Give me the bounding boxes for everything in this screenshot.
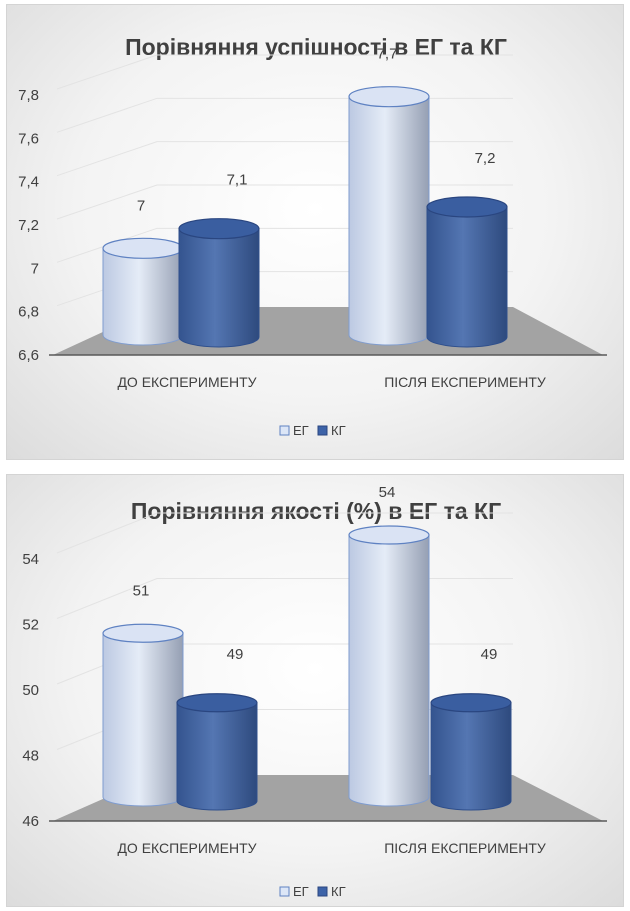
bar-eg-before bbox=[102, 237, 184, 346]
category-label: ДО ЕКСПЕРИМЕНТУ bbox=[117, 840, 256, 856]
cylinder-body bbox=[430, 702, 512, 811]
cylinder-top bbox=[348, 525, 430, 545]
bar-kg-before bbox=[176, 693, 258, 811]
chart-quality-svg: Порівняння якості (%) в ЕГ та КГ 46 48 50 52… bbox=[22, 484, 607, 899]
chart-success-svg: Порівняння успішності в ЕГ та КГ 6,6 6,8 7 7… bbox=[18, 34, 607, 438]
gridline bbox=[56, 97, 513, 133]
bar-kg-after bbox=[430, 693, 512, 811]
y-tick-label: 7 bbox=[31, 260, 39, 277]
y-tick-label: 6,6 bbox=[18, 347, 39, 364]
data-label: 7,2 bbox=[475, 150, 496, 167]
chart-panel-success: Порівняння успішності в ЕГ та КГ 6,6 6,8 7 7… bbox=[6, 4, 624, 460]
legend-label: ЕГ bbox=[293, 884, 309, 899]
cylinder-top bbox=[176, 693, 258, 713]
chart-title: Порівняння успішності в ЕГ та КГ bbox=[125, 34, 507, 60]
y-tick-label: 6,8 bbox=[18, 304, 39, 321]
cylinder-top bbox=[102, 623, 184, 643]
data-label: 51 bbox=[133, 582, 150, 599]
y-tick-label: 54 bbox=[22, 551, 39, 568]
data-label: 7 bbox=[137, 197, 145, 214]
y-tick-label: 52 bbox=[22, 617, 39, 634]
y-tick-label: 46 bbox=[22, 813, 39, 830]
data-label: 49 bbox=[481, 646, 498, 663]
y-tick-label: 7,4 bbox=[18, 174, 39, 191]
gridline bbox=[56, 578, 513, 619]
cylinder-body bbox=[348, 96, 430, 346]
category-label: ПІСЛЯ ЕКСПЕРИМЕНТУ bbox=[384, 374, 546, 390]
category-label: ДО ЕКСПЕРИМЕНТУ bbox=[117, 374, 256, 390]
legend: ЕГ КГ bbox=[279, 884, 346, 899]
cylinder-body bbox=[102, 632, 184, 807]
legend-label: ЕГ bbox=[293, 423, 309, 438]
bar-kg-before bbox=[178, 218, 260, 348]
cylinder-body bbox=[176, 702, 258, 811]
chart-panel-quality: Порівняння якості (%) в ЕГ та КГ 46 48 50 52… bbox=[6, 474, 624, 907]
data-label: 54 bbox=[379, 484, 396, 501]
cylinder-body bbox=[178, 228, 260, 348]
bar-eg-before bbox=[102, 623, 184, 807]
cylinder-top bbox=[430, 693, 512, 713]
legend-label: КГ bbox=[331, 423, 346, 438]
legend-swatch bbox=[317, 886, 328, 897]
cylinder-top bbox=[102, 237, 184, 259]
y-tick-label: 50 bbox=[22, 682, 39, 699]
y-tick-label: 7,2 bbox=[18, 217, 39, 234]
y-tick-label: 48 bbox=[22, 748, 39, 765]
legend-swatch bbox=[279, 425, 290, 436]
legend-swatch bbox=[279, 886, 290, 897]
cylinder-top bbox=[426, 196, 508, 218]
legend-swatch bbox=[317, 425, 328, 436]
cylinder-body bbox=[102, 247, 184, 346]
data-label: 49 bbox=[227, 646, 244, 663]
bar-kg-after bbox=[426, 196, 508, 348]
cylinder-body bbox=[348, 534, 430, 807]
gridline bbox=[56, 54, 513, 90]
y-tick-label: 7,6 bbox=[18, 130, 39, 147]
data-label: 7,1 bbox=[227, 172, 248, 189]
data-label: 7,7 bbox=[377, 46, 398, 63]
cylinder-body bbox=[426, 206, 508, 348]
legend: ЕГ КГ bbox=[279, 423, 346, 438]
cylinder-top bbox=[178, 218, 260, 240]
bar-eg-after bbox=[348, 525, 430, 807]
category-label: ПІСЛЯ ЕКСПЕРИМЕНТУ bbox=[384, 840, 546, 856]
cylinder-top bbox=[348, 86, 430, 108]
gridline bbox=[56, 141, 513, 177]
bar-eg-after bbox=[348, 86, 430, 346]
chart-title: Порівняння якості (%) в ЕГ та КГ bbox=[131, 498, 501, 524]
y-tick-label: 7,8 bbox=[18, 87, 39, 104]
gridline bbox=[56, 512, 513, 554]
legend-label: КГ bbox=[331, 884, 346, 899]
